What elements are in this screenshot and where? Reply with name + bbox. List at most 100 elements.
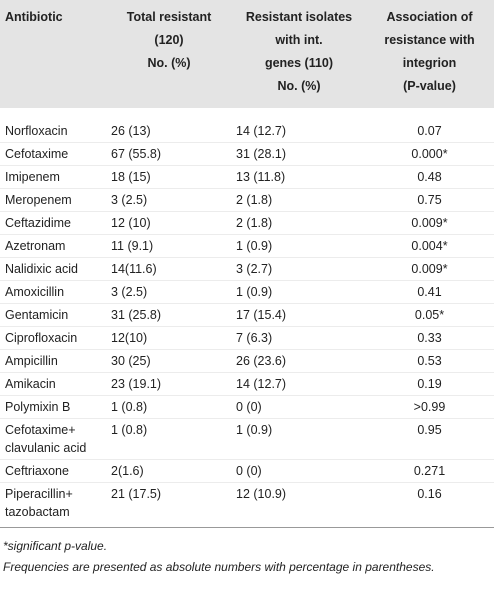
table-cell: 30 (25) bbox=[105, 349, 233, 373]
table-cell: 14 (12.7) bbox=[233, 372, 365, 396]
table-cell: 0.05* bbox=[365, 303, 494, 327]
table-cell: 23 (19.1) bbox=[105, 372, 233, 396]
antibiotic-name: Ceftriaxone bbox=[0, 459, 105, 483]
antibiotic-name: Azetronam bbox=[0, 234, 105, 258]
table-cell: 0.41 bbox=[365, 280, 494, 304]
table-cell: 12 (10.9) bbox=[233, 482, 365, 528]
table-cell: 14(11.6) bbox=[105, 257, 233, 281]
table-cell: 1 (0.8) bbox=[105, 418, 233, 460]
table-cell: 1 (0.8) bbox=[105, 395, 233, 419]
header-text: No. (%) bbox=[277, 79, 321, 93]
header-cell: Antibiotic bbox=[0, 0, 105, 108]
table-body: Norfloxacin 26 (13) 14 (12.7) 0.07 Cefotaxim… bbox=[0, 108, 494, 528]
table-cell: 0.000* bbox=[365, 142, 494, 166]
table-row: Cefotaxime+ clavulanic acid 1 (0.8) 1 (0.9… bbox=[0, 418, 494, 460]
table-cell: 0.07 bbox=[365, 108, 494, 143]
table-cell: 31 (28.1) bbox=[233, 142, 365, 166]
header-cell: Association of resistance with integrion (… bbox=[365, 0, 494, 108]
table-cell: 17 (15.4) bbox=[233, 303, 365, 327]
table-cell: 26 (23.6) bbox=[233, 349, 365, 373]
table-row: Ceftriaxone 2(1.6) 0 (0) 0.271 bbox=[0, 459, 494, 483]
antibiotic-name: Nalidixic acid bbox=[0, 257, 105, 281]
table-cell: 0.004* bbox=[365, 234, 494, 258]
header-cell: Total resistant (120) No. (%) bbox=[105, 0, 233, 108]
table-cell: 7 (6.3) bbox=[233, 326, 365, 350]
table-cell: 12(10) bbox=[105, 326, 233, 350]
table-cell: 0 (0) bbox=[233, 395, 365, 419]
table-cell: 3 (2.5) bbox=[105, 280, 233, 304]
table-row: Azetronam 11 (9.1) 1 (0.9) 0.004* bbox=[0, 234, 494, 258]
header-text: No. (%) bbox=[147, 56, 191, 70]
table-row: Piperacillin+ tazobactam 21 (17.5) 12 (10.… bbox=[0, 482, 494, 528]
table-cell: 0.48 bbox=[365, 165, 494, 189]
table-cell: 1 (0.9) bbox=[233, 418, 365, 460]
table-cell: 3 (2.5) bbox=[105, 188, 233, 212]
header-text: resistance with integrion bbox=[384, 33, 475, 70]
table-cell: 21 (17.5) bbox=[105, 482, 233, 528]
table-cell: 2 (1.8) bbox=[233, 188, 365, 212]
table-cell: 26 (13) bbox=[105, 108, 233, 143]
table-row: Norfloxacin 26 (13) 14 (12.7) 0.07 bbox=[0, 108, 494, 143]
antibiotic-name: Norfloxacin bbox=[0, 108, 105, 143]
table-cell: 12 (10) bbox=[105, 211, 233, 235]
table-cell: 0.95 bbox=[365, 418, 494, 460]
table-row: Ciprofloxacin 12(10) 7 (6.3) 0.33 bbox=[0, 326, 494, 350]
antibiotic-name: Gentamicin bbox=[0, 303, 105, 327]
table-cell: 0.009* bbox=[365, 257, 494, 281]
table-row: Amoxicillin 3 (2.5) 1 (0.9) 0.41 bbox=[0, 280, 494, 304]
footnote: *significant p-value. bbox=[3, 539, 108, 553]
table-cell: 14 (12.7) bbox=[233, 108, 365, 143]
header-row: Antibiotic Total resistant (120) No. (%) Res… bbox=[0, 0, 494, 108]
table-cell: 11 (9.1) bbox=[105, 234, 233, 258]
antibiotic-name: Amoxicillin bbox=[0, 280, 105, 304]
table-row: Meropenem 3 (2.5) 2 (1.8) 0.75 bbox=[0, 188, 494, 212]
table-cell: 0.75 bbox=[365, 188, 494, 212]
table-cell: 0 (0) bbox=[233, 459, 365, 483]
table-row: Cefotaxime 67 (55.8) 31 (28.1) 0.000* bbox=[0, 142, 494, 166]
header-text: Antibiotic bbox=[5, 10, 63, 24]
antibiotic-name: Ciprofloxacin bbox=[0, 326, 105, 350]
table-cell: 0.009* bbox=[365, 211, 494, 235]
table-cell: 2 (1.8) bbox=[233, 211, 365, 235]
table-cell: 3 (2.7) bbox=[233, 257, 365, 281]
antibiotic-name: Imipenem bbox=[0, 165, 105, 189]
table-cell: 0.271 bbox=[365, 459, 494, 483]
header-text: Total resistant bbox=[126, 10, 212, 24]
table-row: Ampicillin 30 (25) 26 (23.6) 0.53 bbox=[0, 349, 494, 373]
table-cell: 13 (11.8) bbox=[233, 165, 365, 189]
table-cell: 1 (0.9) bbox=[233, 234, 365, 258]
header-text: Resistant isolates bbox=[245, 10, 353, 24]
antibiotic-name: Piperacillin+ tazobactam bbox=[0, 482, 105, 528]
table-row: Gentamicin 31 (25.8) 17 (15.4) 0.05* bbox=[0, 303, 494, 327]
table-cell: 0.33 bbox=[365, 326, 494, 350]
table-cell: 18 (15) bbox=[105, 165, 233, 189]
table-cell: >0.99 bbox=[365, 395, 494, 419]
table-row: Ceftazidime 12 (10) 2 (1.8) 0.009* bbox=[0, 211, 494, 235]
antibiotic-name: Polymixin B bbox=[0, 395, 105, 419]
antibiotic-name: Cefotaxime bbox=[0, 142, 105, 166]
data-table: Antibiotic Total resistant (120) No. (%) Res… bbox=[0, 0, 494, 528]
table-cell: 1 (0.9) bbox=[233, 280, 365, 304]
table-header: Antibiotic Total resistant (120) No. (%) Res… bbox=[0, 0, 494, 108]
antibiotic-name: Ampicillin bbox=[0, 349, 105, 373]
header-text: with int. bbox=[275, 33, 323, 47]
table-cell: 0.19 bbox=[365, 372, 494, 396]
antibiotic-name: Meropenem bbox=[0, 188, 105, 212]
footnote: Frequencies are presented as absolute nu… bbox=[3, 560, 435, 574]
table-cell: 2(1.6) bbox=[105, 459, 233, 483]
table-cell: 31 (25.8) bbox=[105, 303, 233, 327]
header-text: (P-value) bbox=[403, 79, 456, 93]
header-text: Association of bbox=[386, 10, 473, 24]
footnotes: *significant p-value. Frequencies are pre… bbox=[0, 528, 494, 578]
table-row: Imipenem 18 (15) 13 (11.8) 0.48 bbox=[0, 165, 494, 189]
antibiotic-name: Amikacin bbox=[0, 372, 105, 396]
table-cell: 0.16 bbox=[365, 482, 494, 528]
table-row: Amikacin 23 (19.1) 14 (12.7) 0.19 bbox=[0, 372, 494, 396]
header-text: genes (110) bbox=[264, 56, 334, 70]
header-cell: Resistant isolates with int. genes (110) No… bbox=[233, 0, 365, 108]
header-text: (120) bbox=[154, 33, 184, 47]
antibiotic-name: Ceftazidime bbox=[0, 211, 105, 235]
antibiotic-name: Cefotaxime+ clavulanic acid bbox=[0, 418, 105, 460]
